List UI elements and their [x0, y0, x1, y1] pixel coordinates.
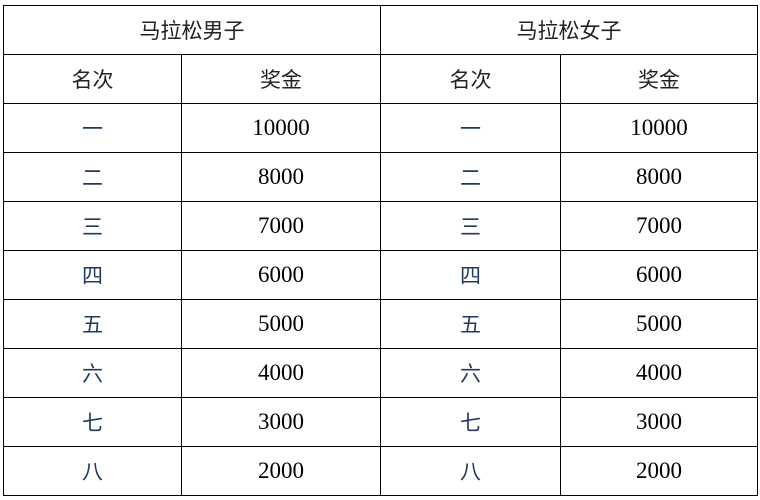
- men-rank-cell: 五: [3, 299, 182, 349]
- women-rank-cell: 四: [380, 250, 561, 300]
- women-rank-cell: 三: [380, 201, 561, 251]
- men-prize-cell: 3000: [181, 397, 381, 447]
- women-rank-cell: 五: [380, 299, 561, 349]
- men-rank-cell: 四: [3, 250, 182, 300]
- women-rank-cell: 一: [380, 103, 561, 153]
- women-rank-cell: 七: [380, 397, 561, 447]
- men-rank-cell: 二: [3, 152, 182, 202]
- title-row: 马拉松男子 马拉松女子: [3, 5, 758, 55]
- women-prize-cell: 2000: [560, 446, 758, 496]
- women-prize-cell: 10000: [560, 103, 758, 153]
- women-marathon-title: 马拉松女子: [380, 5, 758, 55]
- women-rank-cell: 六: [380, 348, 561, 398]
- prize-table: 马拉松男子 马拉松女子 名次 奖金 名次 奖金 一 10000 一 10000 二 800…: [3, 5, 758, 496]
- table-row: 六 4000 六 4000: [3, 348, 758, 398]
- table-row: 二 8000 二 8000: [3, 152, 758, 202]
- men-rank-header: 名次: [3, 54, 182, 104]
- men-rank-cell: 三: [3, 201, 182, 251]
- women-prize-cell: 8000: [560, 152, 758, 202]
- table-row: 七 3000 七 3000: [3, 397, 758, 447]
- men-prize-cell: 4000: [181, 348, 381, 398]
- men-prize-cell: 7000: [181, 201, 381, 251]
- women-prize-header: 奖金: [560, 54, 758, 104]
- table-row: 五 5000 五 5000: [3, 299, 758, 349]
- women-prize-cell: 7000: [560, 201, 758, 251]
- men-rank-cell: 七: [3, 397, 182, 447]
- table-row: 三 7000 三 7000: [3, 201, 758, 251]
- men-prize-cell: 5000: [181, 299, 381, 349]
- women-prize-cell: 3000: [560, 397, 758, 447]
- men-prize-header: 奖金: [181, 54, 381, 104]
- men-rank-cell: 一: [3, 103, 182, 153]
- women-rank-cell: 二: [380, 152, 561, 202]
- women-prize-cell: 5000: [560, 299, 758, 349]
- men-prize-cell: 8000: [181, 152, 381, 202]
- men-prize-cell: 6000: [181, 250, 381, 300]
- women-rank-cell: 八: [380, 446, 561, 496]
- men-prize-cell: 2000: [181, 446, 381, 496]
- women-prize-cell: 4000: [560, 348, 758, 398]
- table-row: 一 10000 一 10000: [3, 103, 758, 153]
- header-row: 名次 奖金 名次 奖金: [3, 54, 758, 104]
- women-rank-header: 名次: [380, 54, 561, 104]
- men-prize-cell: 10000: [181, 103, 381, 153]
- table-row: 四 6000 四 6000: [3, 250, 758, 300]
- women-prize-cell: 6000: [560, 250, 758, 300]
- table-row: 八 2000 八 2000: [3, 446, 758, 496]
- men-rank-cell: 八: [3, 446, 182, 496]
- men-marathon-title: 马拉松男子: [3, 5, 381, 55]
- men-rank-cell: 六: [3, 348, 182, 398]
